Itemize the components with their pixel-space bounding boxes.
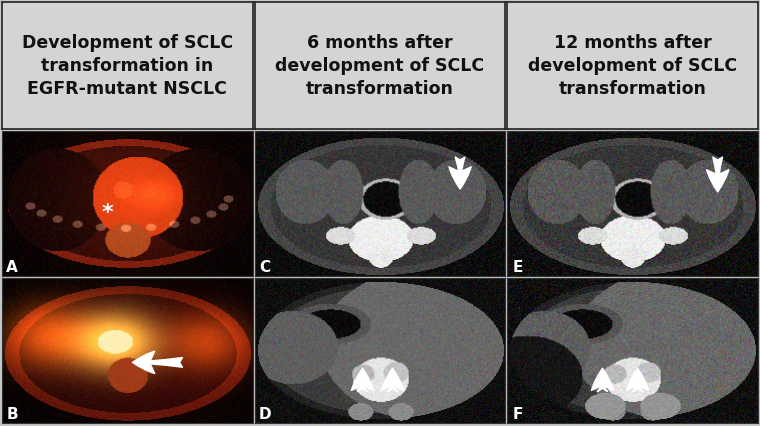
Text: C: C: [259, 259, 271, 274]
Text: F: F: [512, 406, 523, 421]
Text: 12 months after
development of SCLC
transformation: 12 months after development of SCLC tran…: [528, 35, 737, 98]
Text: B: B: [7, 406, 18, 421]
Text: 6 months after
development of SCLC
transformation: 6 months after development of SCLC trans…: [275, 35, 485, 98]
Text: E: E: [512, 259, 523, 274]
Text: A: A: [6, 259, 18, 274]
Text: D: D: [258, 406, 271, 421]
Text: Development of SCLC
transformation in
EGFR-mutant NSCLC: Development of SCLC transformation in EG…: [22, 35, 233, 98]
Text: *: *: [102, 203, 113, 223]
